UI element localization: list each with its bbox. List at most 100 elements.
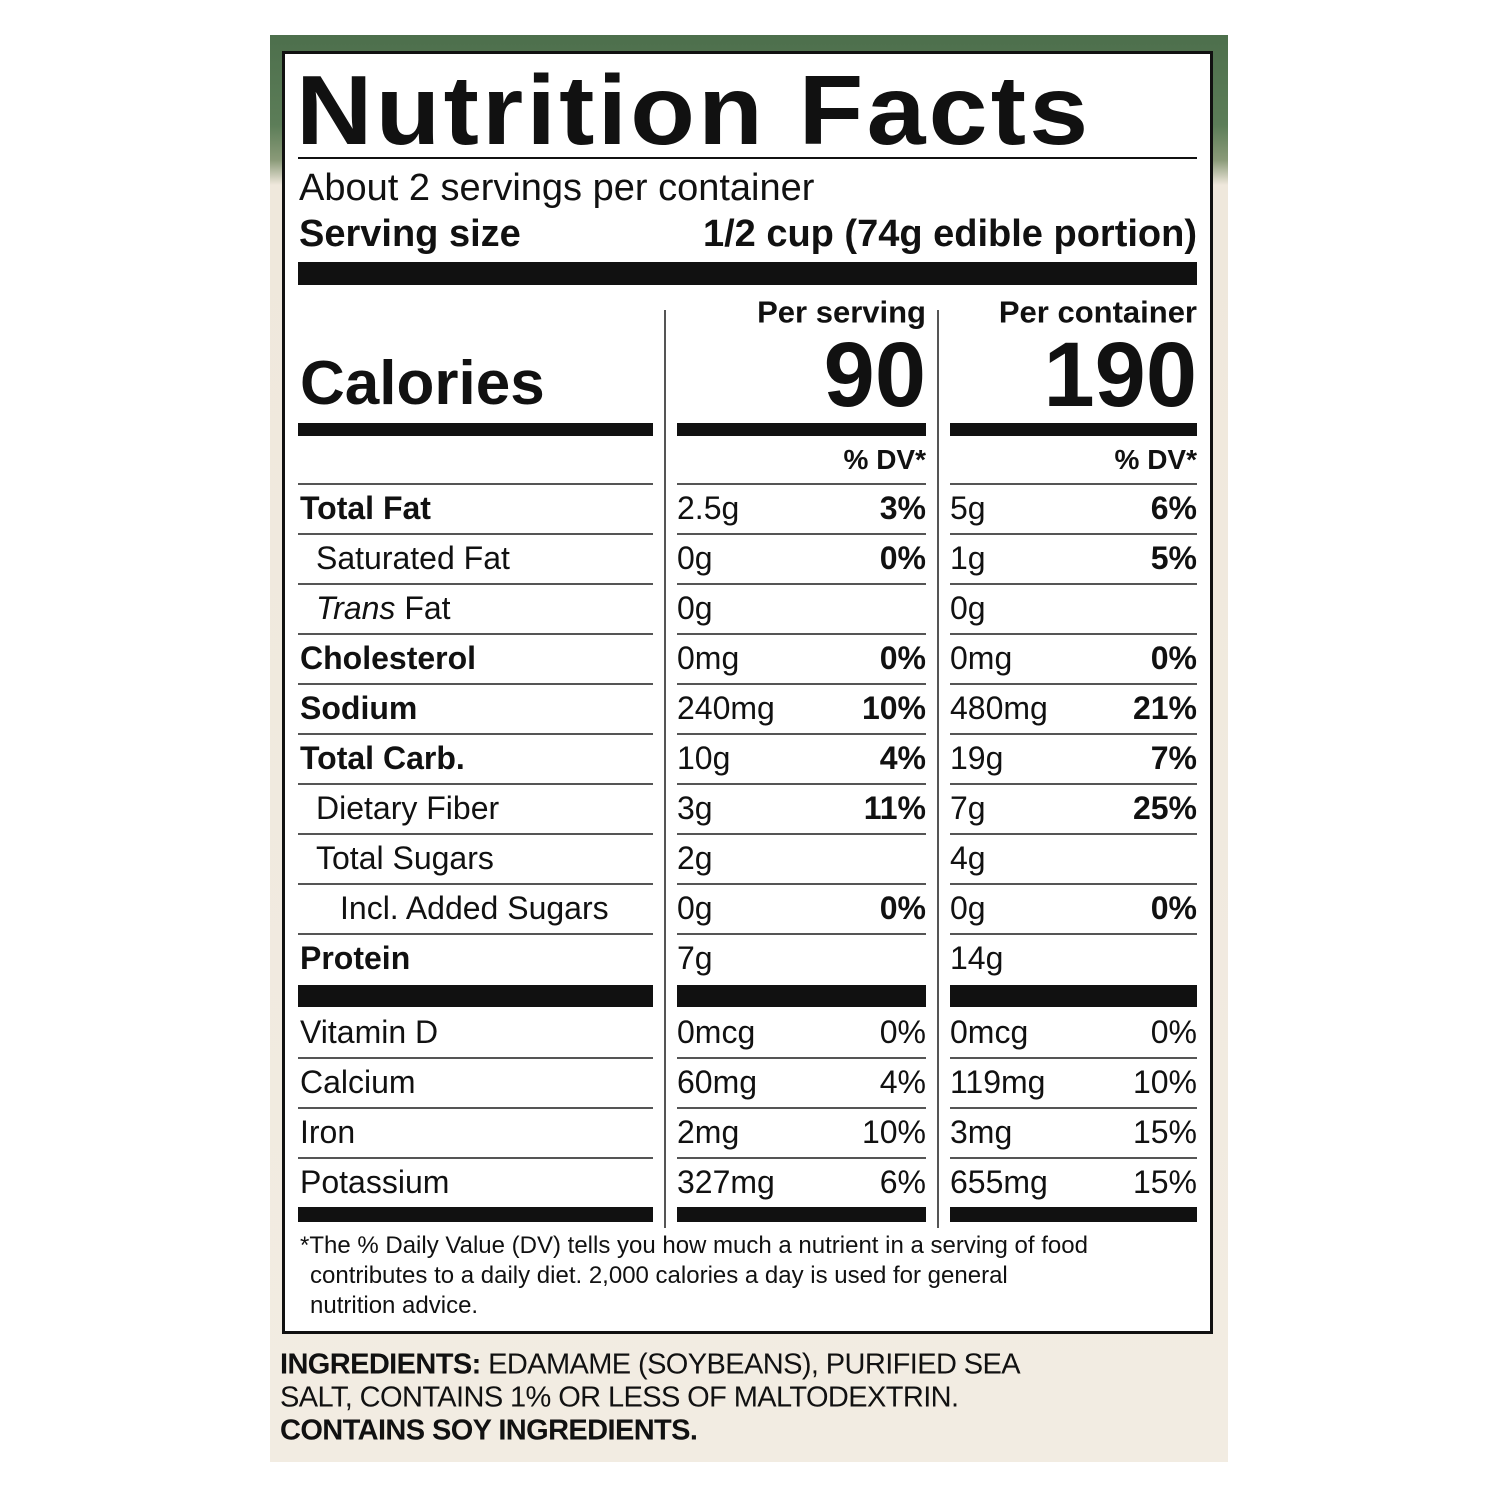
nutrient-name-rest: Fat xyxy=(404,590,451,626)
amount: 4g xyxy=(950,840,986,876)
column-divider xyxy=(664,310,666,1228)
column-heading: Per serving xyxy=(757,294,926,330)
daily-value: 0% xyxy=(879,890,926,926)
row-divider xyxy=(677,583,926,585)
row-divider xyxy=(677,833,926,835)
row-divider xyxy=(298,583,653,585)
daily-value: 15% xyxy=(1132,1164,1197,1200)
column-heading: Per container xyxy=(998,294,1197,330)
row-divider xyxy=(298,933,653,935)
row-divider xyxy=(950,1157,1197,1159)
daily-value: 25% xyxy=(1132,790,1197,826)
row-divider xyxy=(677,1107,926,1109)
amount: 0g xyxy=(677,890,713,926)
thick-bar xyxy=(677,423,926,436)
ingredients-line: SALT, CONTAINS 1% OR LESS OF MALTODEXTRI… xyxy=(280,1381,959,1414)
row-divider xyxy=(677,1157,926,1159)
row-divider xyxy=(298,883,653,885)
thick-bar xyxy=(950,1207,1197,1222)
calories-value: 90 xyxy=(823,324,926,426)
nutrient-name: Incl. Added Sugars xyxy=(340,890,609,926)
vitamin-name: Calcium xyxy=(300,1064,416,1100)
amount: 3mg xyxy=(950,1114,1013,1150)
row-divider xyxy=(298,483,653,485)
thick-bar xyxy=(677,985,926,1007)
amount: 0g xyxy=(950,890,986,926)
row-divider xyxy=(677,883,926,885)
thick-bar xyxy=(950,423,1197,436)
amount: 3g xyxy=(677,790,713,826)
vitamin-name: Vitamin D xyxy=(300,1014,439,1050)
amount: 0mcg xyxy=(950,1014,1029,1050)
footnote-line: contributes to a daily diet. 2,000 calor… xyxy=(310,1262,1008,1289)
daily-value: 4% xyxy=(879,1064,926,1100)
nutrient-name: Total Fat xyxy=(300,490,431,526)
daily-value: 10% xyxy=(861,690,926,726)
row-divider xyxy=(950,583,1197,585)
row-divider xyxy=(950,483,1197,485)
row-divider xyxy=(298,683,653,685)
amount: 60mg xyxy=(677,1064,758,1100)
daily-value: 7% xyxy=(1150,740,1197,776)
rule xyxy=(298,157,1197,159)
dv-heading: % DV* xyxy=(843,444,926,475)
row-divider xyxy=(950,883,1197,885)
row-divider xyxy=(950,1107,1197,1109)
thick-bar xyxy=(298,985,653,1007)
row-divider xyxy=(950,783,1197,785)
row-divider xyxy=(950,1057,1197,1059)
daily-value: 5% xyxy=(1150,540,1197,576)
row-divider xyxy=(677,483,926,485)
amount: 0mg xyxy=(677,640,740,676)
daily-value: 0% xyxy=(1150,640,1197,676)
thick-bar xyxy=(298,423,653,436)
row-divider xyxy=(298,1157,653,1159)
daily-value: 0% xyxy=(879,640,926,676)
amount: 7g xyxy=(950,790,986,826)
daily-value: 4% xyxy=(879,740,926,776)
amount: 2mg xyxy=(677,1114,740,1150)
daily-value: 10% xyxy=(1132,1064,1197,1100)
row-divider xyxy=(677,533,926,535)
row-divider xyxy=(950,683,1197,685)
thick-bar xyxy=(677,1207,926,1222)
amount: 480mg xyxy=(950,690,1048,726)
amount: 0mg xyxy=(950,640,1013,676)
amount: 2g xyxy=(677,840,713,876)
vitamin-name: Iron xyxy=(300,1114,356,1150)
daily-value: 0% xyxy=(1150,1014,1197,1050)
amount: 14g xyxy=(950,940,1004,976)
amount: 119mg xyxy=(950,1064,1046,1100)
daily-value: 6% xyxy=(879,1164,926,1200)
daily-value: 21% xyxy=(1132,690,1197,726)
row-divider xyxy=(950,633,1197,635)
row-divider xyxy=(677,733,926,735)
nutrient-name: Saturated Fat xyxy=(316,540,510,576)
row-divider xyxy=(677,633,926,635)
dv-heading: % DV* xyxy=(1114,444,1197,475)
amount: 327mg xyxy=(677,1164,775,1200)
allergen: CONTAINS SOY INGREDIENTS. xyxy=(280,1414,698,1447)
row-divider xyxy=(298,533,653,535)
nutrient-name-italic: Trans xyxy=(316,590,396,626)
thick-bar xyxy=(298,262,1197,285)
row-divider xyxy=(950,533,1197,535)
row-divider xyxy=(298,733,653,735)
serving-size-label: Serving size xyxy=(299,213,521,255)
daily-value: 6% xyxy=(1150,490,1197,526)
calories-value: 190 xyxy=(1043,324,1198,426)
nutrient-name: Trans Fat xyxy=(316,592,451,624)
row-divider xyxy=(298,783,653,785)
ingredients-label: INGREDIENTS: xyxy=(280,1348,481,1381)
daily-value: 10% xyxy=(861,1114,926,1150)
daily-value: 0% xyxy=(879,540,926,576)
row-divider xyxy=(950,833,1197,835)
daily-value: 3% xyxy=(879,490,926,526)
amount: 0g xyxy=(677,540,713,576)
daily-value: 0% xyxy=(1150,890,1197,926)
row-divider xyxy=(298,833,653,835)
serving-size-value: 1/2 cup (74g edible portion) xyxy=(702,213,1197,255)
ingredients-line: INGREDIENTS: EDAMAME (SOYBEANS), PURIFIE… xyxy=(280,1348,1021,1381)
calories-label: Calories xyxy=(300,349,545,418)
